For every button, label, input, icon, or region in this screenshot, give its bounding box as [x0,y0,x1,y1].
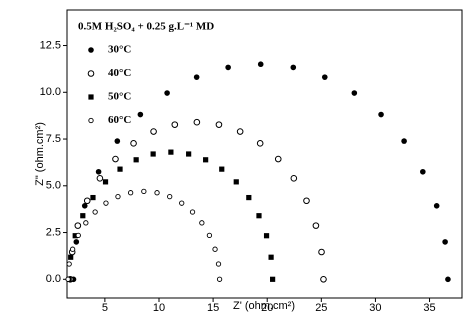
legend-label: 40°C [108,67,131,79]
data-point [401,138,407,144]
data-point [219,166,225,172]
data-point [133,157,139,163]
data-point [73,239,80,245]
data-point [141,188,147,195]
y-tick-label: 10.0 [40,86,61,98]
data-point [167,193,173,200]
x-tick-label: 35 [423,302,435,314]
data-point [127,190,134,196]
data-point [268,254,274,260]
data-point [216,276,223,282]
data-point [203,157,209,163]
data-point [318,248,325,256]
data-point [179,200,185,206]
data-point [263,233,270,239]
data-point [103,200,109,206]
data-point [74,222,82,229]
annotation: 0.5M H₂SO₄ + 0.25 g.L⁻¹ MD [78,21,214,33]
data-point [80,213,86,219]
data-point [236,128,244,135]
data-point [290,175,298,182]
data-point [68,254,74,260]
data-point [154,190,160,196]
legend-marker [88,117,94,124]
x-tick-label: 10 [153,302,165,314]
legend-marker [88,94,94,100]
data-point [150,128,157,135]
data-point [130,140,137,147]
data-point [256,140,264,147]
data-point [69,246,76,252]
data-point [246,194,252,201]
data-point [96,175,104,182]
data-point [117,166,123,172]
data-point [66,261,72,267]
data-point [65,276,71,282]
data-point [320,275,327,283]
y-axis-label: Z" (ohm.cm²) [34,122,46,186]
data-point [75,232,81,239]
data-point [150,151,156,157]
x-tick-label: 20 [261,302,273,314]
data-point [199,220,205,226]
data-point [433,203,440,209]
y-tick-label: 2.5 [46,226,61,238]
x-tick-label: 15 [207,302,219,314]
data-point [114,138,121,144]
data-point [193,74,200,80]
x-tick-label: 25 [315,302,327,314]
y-tick-label: 5.0 [46,180,61,192]
legend-label: 60°C [108,114,131,126]
y-tick-label: 12.5 [40,39,61,51]
data-point [312,222,320,229]
data-point [95,168,102,175]
y-tick-label: 7.5 [46,133,61,145]
data-point [83,197,91,205]
data-point [112,155,119,163]
legend-label: 50°C [108,91,131,103]
data-point [225,64,231,71]
data-point [115,193,121,200]
data-point [83,220,89,226]
data-point [270,276,276,282]
data-point [321,74,328,80]
legend-marker [88,47,94,53]
data-point [90,194,96,201]
plot-frame [66,9,463,299]
data-point [274,155,282,163]
legend-label: 30°C [108,44,131,56]
data-point [233,179,239,185]
data-point [351,90,358,96]
data-point [303,197,310,205]
data-point [189,209,196,215]
data-point [290,64,297,71]
data-point [168,149,174,155]
data-point [171,121,179,128]
data-point [164,90,170,96]
data-point [137,111,144,118]
x-tick-label: 5 [102,302,108,314]
data-point [102,179,109,185]
y-tick-label: 0.0 [46,273,61,285]
data-point [442,239,448,245]
data-point [257,61,264,68]
x-axis-label: Z' (ohm.cm²) [233,300,295,312]
data-point [72,233,78,239]
data-point [193,118,201,126]
data-point [186,151,192,157]
data-point [378,111,384,118]
data-point [420,168,426,175]
data-point [215,261,222,267]
x-tick-label: 30 [369,302,381,314]
data-point [81,203,88,209]
data-point [445,276,451,283]
data-point [256,213,262,219]
data-point [92,209,98,215]
data-point [206,232,213,239]
data-point [215,121,223,128]
legend-marker [87,70,95,77]
data-point [212,246,218,252]
